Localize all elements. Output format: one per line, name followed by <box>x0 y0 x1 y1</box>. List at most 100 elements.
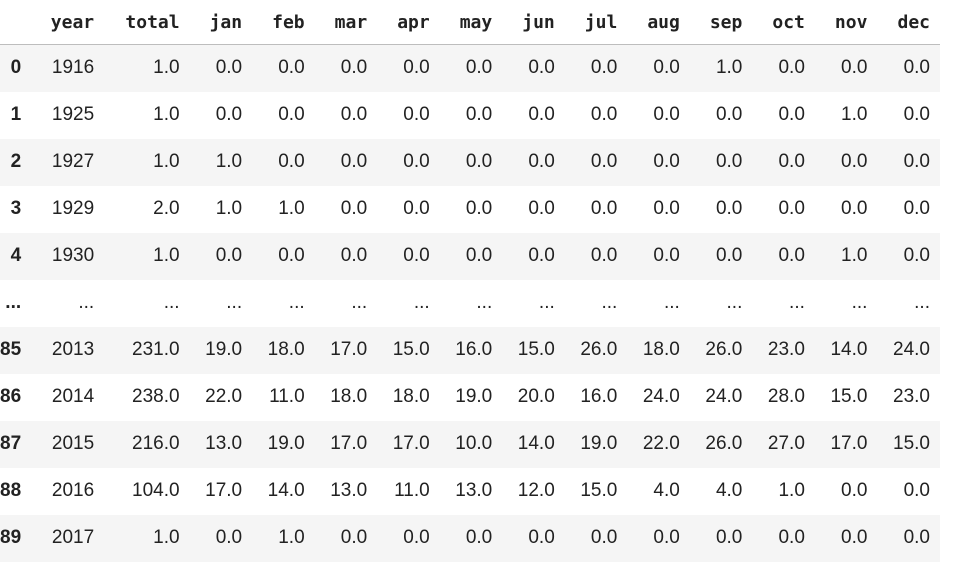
cell-nov: 0.0 <box>841 527 868 548</box>
cell-oct: 27.0 <box>767 433 805 454</box>
cell-oct: 1.0 <box>778 480 805 501</box>
cell-apr: 0.0 <box>403 151 430 172</box>
cell-may: 10.0 <box>455 433 493 454</box>
cell-jan: 0.0 <box>215 57 243 79</box>
cell-nov: ... <box>851 292 868 313</box>
column-header-sep: sep <box>689 0 753 45</box>
cell-aug: 0.0 <box>653 104 680 125</box>
cell-may: 16.0 <box>455 339 493 360</box>
column-header-feb: feb <box>252 0 315 45</box>
cell-mar: 0.0 <box>340 245 368 266</box>
cell-mar: ... <box>351 292 368 313</box>
cell-feb: ... <box>288 292 305 313</box>
cell-jul: 0.0 <box>590 104 618 125</box>
cell-total: 1.0 <box>153 104 180 125</box>
cell-sep: 0.0 <box>715 151 743 172</box>
cell-aug: 24.0 <box>642 386 680 407</box>
cell-may: 0.0 <box>465 527 493 548</box>
cell-jun: 14.0 <box>517 433 555 454</box>
cell-jul: 26.0 <box>580 339 618 360</box>
cell-total: 104.0 <box>132 480 180 501</box>
cell-nov: 1.0 <box>841 245 868 266</box>
cell-jul: 15.0 <box>580 480 618 501</box>
table-row: 0 1916 1.0 0.0 0.0 0.0 0.0 0.0 0.0 0.0 0.0 1.0 0.0 0.… <box>0 44 940 92</box>
cell-total: 231.0 <box>132 339 180 360</box>
cell-aug: ... <box>663 292 680 313</box>
cell-nov: 17.0 <box>830 433 868 454</box>
cell-apr: 15.0 <box>392 339 430 360</box>
dataframe-table: year total jan feb mar apr may jun jul aug sep oct n… <box>0 0 940 548</box>
cell-mar: 17.0 <box>330 433 368 454</box>
cell-total: 1.0 <box>153 57 180 79</box>
cell-aug: 0.0 <box>653 245 680 266</box>
cell-aug: 22.0 <box>642 433 680 454</box>
table-row: 4 1930 1.0 0.0 0.0 0.0 0.0 0.0 0.0 0.0 0.0 0.0 0.0 1.… <box>0 232 940 280</box>
cell-mar: 17.0 <box>330 339 368 360</box>
cell-apr: 18.0 <box>392 386 430 407</box>
cell-nov: 14.0 <box>830 339 868 360</box>
cell-apr: 0.0 <box>403 245 430 266</box>
cell-jul: 16.0 <box>580 386 618 407</box>
cell-jun: 0.0 <box>528 104 555 125</box>
cell-jan: ... <box>226 292 243 313</box>
cell-total: 1.0 <box>153 245 180 266</box>
cell-oct: 0.0 <box>778 198 805 219</box>
cell-total: 238.0 <box>132 386 180 407</box>
row-index: 4 <box>10 245 22 266</box>
cell-sep: 0.0 <box>715 245 743 266</box>
cell-oct: 28.0 <box>767 386 805 407</box>
cell-jan: 13.0 <box>205 433 243 454</box>
row-index: 85 <box>0 339 22 360</box>
cell-apr: 11.0 <box>394 480 430 501</box>
cell-dec: 0.0 <box>903 198 930 219</box>
column-header-jun: jun <box>502 0 565 45</box>
cell-jul: ... <box>601 292 618 313</box>
cell-aug: 4.0 <box>653 480 680 501</box>
cell-dec: 23.0 <box>893 386 930 407</box>
cell-sep: 4.0 <box>715 480 743 501</box>
cell-oct: 0.0 <box>778 245 805 266</box>
cell-dec: 0.0 <box>903 245 930 266</box>
cell-aug: 0.0 <box>653 527 680 548</box>
cell-oct: 0.0 <box>778 57 805 79</box>
cell-total: 1.0 <box>153 151 180 172</box>
cell-mar: 13.0 <box>330 480 368 501</box>
row-index: 3 <box>10 198 22 219</box>
cell-apr: 0.0 <box>403 57 430 79</box>
cell-mar: 0.0 <box>340 527 368 548</box>
cell-jan: 1.0 <box>215 198 243 219</box>
cell-nov: 0.0 <box>841 480 868 501</box>
cell-may: 0.0 <box>465 198 493 219</box>
cell-apr: 17.0 <box>392 433 430 454</box>
cell-sep: 26.0 <box>705 339 743 360</box>
table-row: 3 1929 2.0 1.0 1.0 0.0 0.0 0.0 0.0 0.0 0.0 0.0 0.0 0.… <box>0 185 940 233</box>
cell-feb: 0.0 <box>278 245 305 266</box>
cell-dec: ... <box>914 292 930 313</box>
cell-sep: ... <box>726 292 743 313</box>
cell-jan: 0.0 <box>215 245 243 266</box>
cell-oct: ... <box>789 292 805 313</box>
table-row: ........................................… <box>0 279 940 327</box>
cell-dec: 0.0 <box>903 104 930 125</box>
cell-apr: 0.0 <box>403 198 430 219</box>
index-column-header <box>0 0 34 45</box>
cell-aug: 18.0 <box>642 339 680 360</box>
cell-dec: 15.0 <box>893 433 930 454</box>
cell-jan: 0.0 <box>215 527 243 548</box>
table-row: 2 1927 1.0 1.0 0.0 0.0 0.0 0.0 0.0 0.0 0.0 0.0 0.0 0.… <box>0 138 940 186</box>
cell-dec: 0.0 <box>903 151 930 172</box>
column-header-dec: dec <box>877 0 940 45</box>
cell-jan: 22.0 <box>205 386 243 407</box>
cell-may: 0.0 <box>465 245 493 266</box>
cell-year: 1929 <box>51 198 95 219</box>
table-row: 88 2016 104.0 17.0 14.0 13.0 11.0 13.0 12.0 15.0 4… <box>0 467 940 515</box>
cell-dec: 0.0 <box>903 480 930 501</box>
cell-may: 0.0 <box>465 57 493 79</box>
cell-jan: 1.0 <box>215 151 243 172</box>
column-header-year: year <box>33 0 105 45</box>
cell-jun: 0.0 <box>528 527 555 548</box>
column-header-nov: nov <box>814 0 878 45</box>
table-header: year total jan feb mar apr may jun jul aug sep oct n… <box>0 0 940 45</box>
cell-may: 0.0 <box>465 104 493 125</box>
cell-jun: 0.0 <box>528 198 555 219</box>
